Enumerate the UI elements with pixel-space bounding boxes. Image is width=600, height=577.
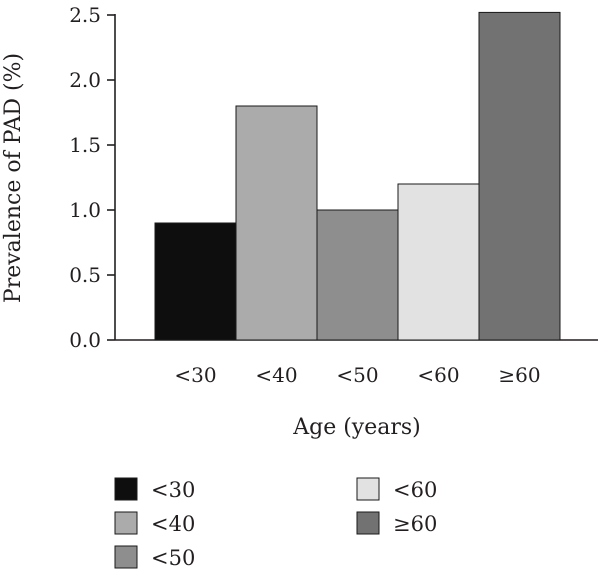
- y-tick-label: 0.0: [69, 328, 101, 352]
- legend-label: <50: [151, 546, 195, 570]
- legend-swatch: [356, 477, 380, 501]
- y-axis-title: Prevalence of PAD (%): [1, 53, 26, 303]
- labels: Age (years) Prevalence of PAD (%): [1, 53, 421, 440]
- legend-swatch: [114, 511, 138, 535]
- legend-swatch: [114, 545, 138, 569]
- legend-label: <30: [151, 478, 195, 502]
- legend-swatch: [356, 511, 380, 535]
- y-tick-label: 0.5: [69, 263, 101, 287]
- x-tick-label: <30: [174, 363, 216, 387]
- bar-2: [235, 105, 318, 341]
- x-tick-label: <50: [336, 363, 378, 387]
- y-tick-label: 1.0: [69, 198, 101, 222]
- bar-5: [478, 11, 561, 341]
- x-axis-title: Age (years): [292, 415, 421, 440]
- x-tick-label: ≥60: [498, 363, 540, 387]
- bar-3: [316, 209, 399, 341]
- x-tick-label: <60: [417, 363, 459, 387]
- legend: <30 <40 <50 <60 ≥60: [114, 477, 437, 570]
- bars: [154, 11, 561, 341]
- legend-swatch: [114, 477, 138, 501]
- x-tick-label: <40: [255, 363, 297, 387]
- bar-1: [154, 222, 237, 341]
- y-tick-label: 2.0: [69, 68, 101, 92]
- y-tick-label: 1.5: [69, 133, 101, 157]
- legend-label: <60: [393, 478, 437, 502]
- y-tick-label: 2.5: [69, 3, 101, 27]
- legend-label: ≥60: [393, 512, 437, 536]
- legend-label: <40: [151, 512, 195, 536]
- bar-4: [397, 183, 480, 341]
